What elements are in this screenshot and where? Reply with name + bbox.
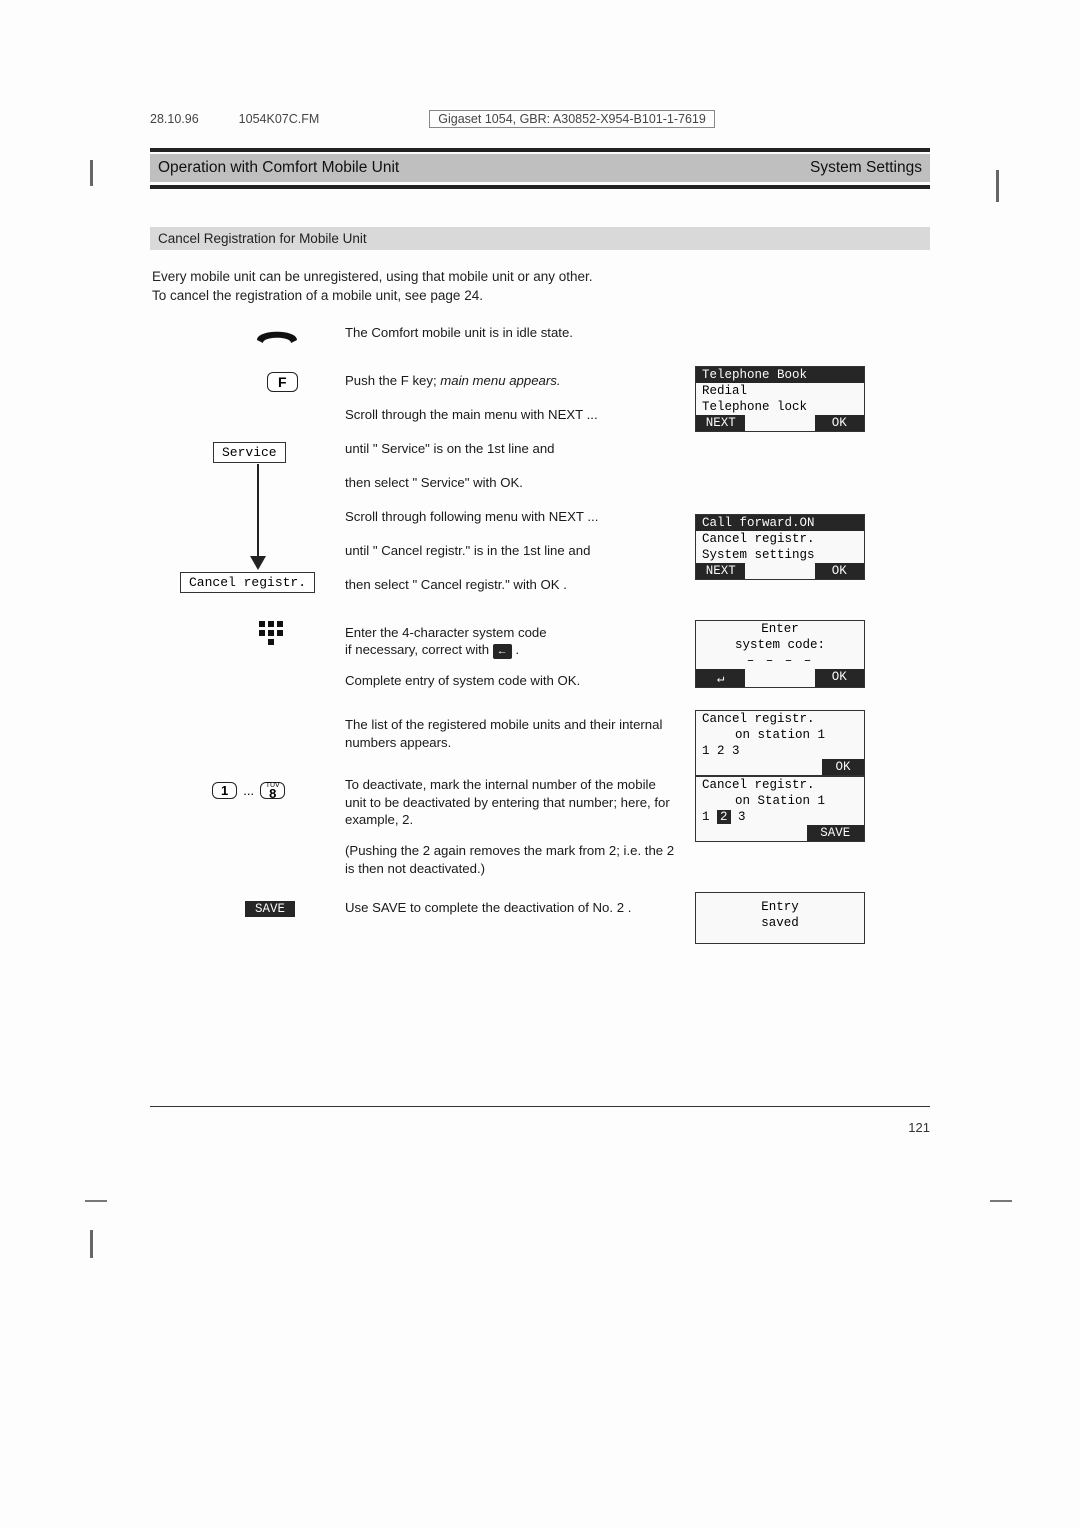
service-box: Service [213,442,286,463]
crop-mark [85,1200,107,1202]
body: F Service Cancel registr. 1 ... TUV 8 [150,324,930,1144]
lcd-line: Telephone Book [696,367,864,383]
lcd-line: Telephone lock [696,399,864,415]
step-text: (Pushing the 2 again removes the mark fr… [345,842,675,878]
step-text: The Comfort mobile unit is in idle state… [345,324,675,342]
step-text: then select " Service" with OK. [345,474,675,492]
crop-mark [90,1230,93,1258]
title-left: Operation with Comfort Mobile Unit [158,159,399,177]
lcd-line: saved [696,915,864,931]
doc-header: 28.10.96 1054K07C.FM Gigaset 1054, GBR: … [150,110,930,128]
sub-header: Cancel Registration for Mobile Unit [150,227,930,250]
lcd-line: Cancel registr. [696,711,864,727]
doc-file: 1054K07C.FM [239,112,320,126]
keypad-icon [258,620,284,653]
rule [150,148,930,152]
cancel-box: Cancel registr. [180,572,315,593]
back-icon: ← [493,644,512,659]
lcd-line: 1 2 3 [696,743,864,759]
lcd-screen: Cancel registr. on Station 1 1 2 3 SAVE [695,776,865,842]
step-text: until " Cancel registr." is in the 1st l… [345,542,675,560]
lcd-line: on station 1 [696,727,864,743]
doc-date: 28.10.96 [150,112,199,126]
step-text: Scroll through the main menu with NEXT .… [345,406,675,424]
lcd-ok: OK [815,415,864,431]
lcd-screen: Call forward.ON Cancel registr. System s… [695,514,865,580]
lcd-ok: OK [822,759,864,775]
lcd-next: NEXT [696,563,745,579]
step-text: Complete entry of system code with OK. [345,672,675,690]
step-text: if necessary, correct with ← . [345,641,675,659]
lcd-line: Redial [696,383,864,399]
doc-ref: Gigaset 1054, GBR: A30852-X954-B101-1-76… [429,110,715,128]
lcd-screen: Telephone Book Redial Telephone lock NEX… [695,366,865,432]
lcd-buttons: NEXT OK [696,415,864,431]
cancel-label: Cancel registr. [180,572,315,593]
key-1: 1 [212,782,237,799]
crop-mark [90,160,93,186]
title-bar: Operation with Comfort Mobile Unit Syste… [150,154,930,182]
key-8: TUV 8 [260,782,285,799]
lcd-line: – – – – [696,653,864,669]
ellipsis: ... [243,783,254,798]
lcd-line: Entry [696,899,864,915]
lcd-screen: Entry saved [695,892,865,944]
intro-line: Every mobile unit can be unregistered, u… [152,268,930,287]
lcd-line: System settings [696,547,864,563]
footer-rule [150,1106,930,1107]
crop-mark [990,1200,1012,1202]
f-key-label: F [267,372,298,392]
lcd-buttons: NEXT OK [696,563,864,579]
rule [150,185,930,189]
lcd-buttons: ↵ OK [696,669,864,687]
lcd-line: Call forward.ON [696,515,864,531]
lcd-next: NEXT [696,415,745,431]
lcd-line: on Station 1 [696,793,864,809]
save-chip: SAVE [245,899,295,917]
marked-digit: 2 [717,810,731,824]
lcd-buttons: OK [696,759,864,775]
intro-line: To cancel the registration of a mobile u… [152,287,930,306]
service-label: Service [213,442,286,463]
step-text: Use SAVE to complete the deactivation of… [345,899,675,917]
lcd-save: SAVE [807,825,864,841]
lcd-line: Enter [696,621,864,637]
step-text: Enter the 4-character system code [345,624,675,642]
lcd-screen: Cancel registr. on station 1 1 2 3 OK [695,710,865,776]
lcd-ok: OK [815,563,864,579]
lcd-line: system code: [696,637,864,653]
f-key-icon: F [267,372,298,392]
handset-icon [255,324,299,353]
step-text: Scroll through following menu with NEXT … [345,508,675,526]
step-text: then select " Cancel registr." with OK . [345,576,675,594]
intro-text: Every mobile unit can be unregistered, u… [152,268,930,306]
lcd-back: ↵ [696,669,745,687]
page-number: 121 [908,1120,930,1135]
step-text: To deactivate, mark the internal number … [345,776,675,829]
page: 28.10.96 1054K07C.FM Gigaset 1054, GBR: … [150,110,930,1144]
lcd-line: Cancel registr. [696,777,864,793]
digit-keys: 1 ... TUV 8 [212,782,285,799]
lcd-buttons: SAVE [696,825,864,841]
lcd-screen: Enter system code: – – – – ↵ OK [695,620,865,688]
title-right: System Settings [810,159,922,177]
flow-line [250,464,266,570]
crop-mark [996,170,999,202]
save-label: SAVE [245,901,295,917]
lcd-line: Cancel registr. [696,531,864,547]
lcd-line: 1 2 3 [696,809,864,825]
step-text: Push the F key; main menu appears. [345,372,675,390]
step-text: until " Service" is on the 1st line and [345,440,675,458]
step-text: The list of the registered mobile units … [345,716,675,752]
lcd-ok: OK [815,669,864,687]
